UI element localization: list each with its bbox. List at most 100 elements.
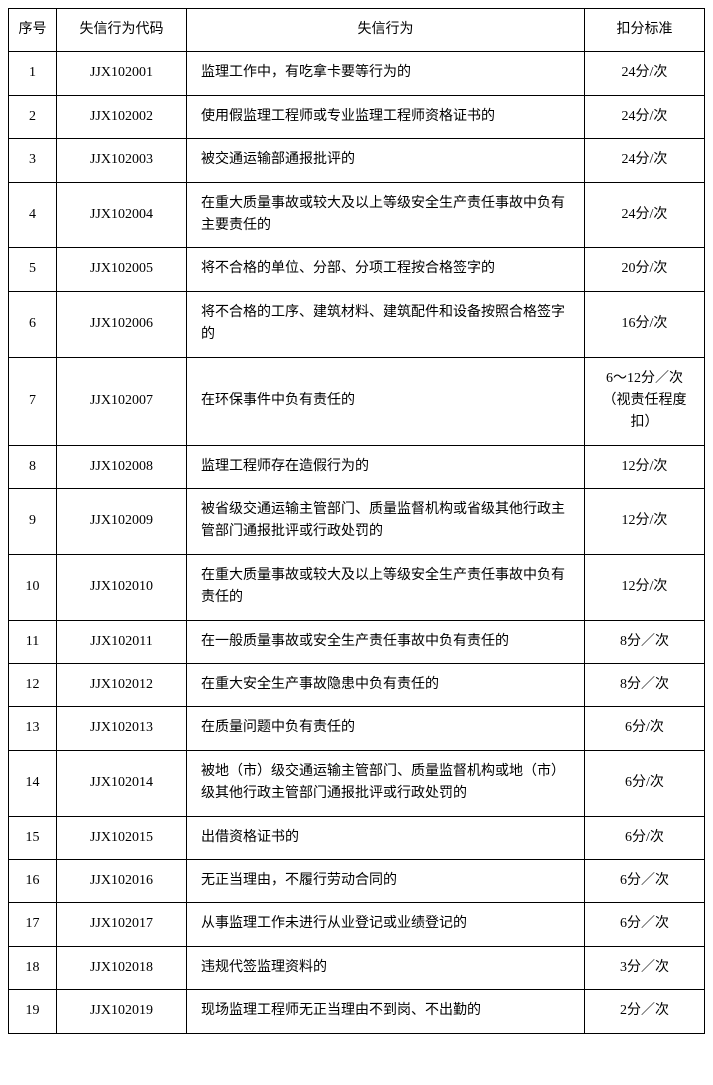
cell-seq: 6 <box>9 291 57 357</box>
cell-standard: 20分/次 <box>585 248 705 291</box>
table-row: 19JJX102019现场监理工程师无正当理由不到岗、不出勤的2分／次 <box>9 990 705 1033</box>
cell-code: JJX102001 <box>57 52 187 95</box>
table-row: 9JJX102009被省级交通运输主管部门、质量监督机构或省级其他行政主管部门通… <box>9 489 705 555</box>
cell-code: JJX102012 <box>57 664 187 707</box>
cell-code: JJX102019 <box>57 990 187 1033</box>
cell-standard: 6分/次 <box>585 707 705 750</box>
cell-standard: 24分/次 <box>585 182 705 248</box>
table-row: 5JJX102005将不合格的单位、分部、分项工程按合格签字的20分/次 <box>9 248 705 291</box>
table-header-row: 序号 失信行为代码 失信行为 扣分标准 <box>9 9 705 52</box>
cell-behavior: 监理工程师存在造假行为的 <box>187 445 585 488</box>
header-seq: 序号 <box>9 9 57 52</box>
table-row: 2JJX102002使用假监理工程师或专业监理工程师资格证书的24分/次 <box>9 95 705 138</box>
cell-behavior: 在重大质量事故或较大及以上等级安全生产责任事故中负有责任的 <box>187 554 585 620</box>
cell-seq: 5 <box>9 248 57 291</box>
cell-standard: 24分/次 <box>585 139 705 182</box>
cell-standard: 24分/次 <box>585 52 705 95</box>
cell-behavior: 在重大质量事故或较大及以上等级安全生产责任事故中负有主要责任的 <box>187 182 585 248</box>
cell-code: JJX102016 <box>57 859 187 902</box>
cell-seq: 10 <box>9 554 57 620</box>
cell-seq: 12 <box>9 664 57 707</box>
cell-seq: 11 <box>9 620 57 663</box>
table-row: 11JJX102011在一般质量事故或安全生产责任事故中负有责任的8分／次 <box>9 620 705 663</box>
cell-behavior: 无正当理由，不履行劳动合同的 <box>187 859 585 902</box>
table-row: 14JJX102014被地（市）级交通运输主管部门、质量监督机构或地（市）级其他… <box>9 750 705 816</box>
cell-behavior: 被省级交通运输主管部门、质量监督机构或省级其他行政主管部门通报批评或行政处罚的 <box>187 489 585 555</box>
cell-seq: 9 <box>9 489 57 555</box>
cell-standard: 8分／次 <box>585 620 705 663</box>
cell-seq: 15 <box>9 816 57 859</box>
table-row: 18JJX102018违规代签监理资料的3分／次 <box>9 946 705 989</box>
cell-behavior: 出借资格证书的 <box>187 816 585 859</box>
cell-seq: 17 <box>9 903 57 946</box>
cell-code: JJX102010 <box>57 554 187 620</box>
cell-seq: 1 <box>9 52 57 95</box>
cell-standard: 3分／次 <box>585 946 705 989</box>
cell-behavior: 被交通运输部通报批评的 <box>187 139 585 182</box>
table-row: 3JJX102003被交通运输部通报批评的24分/次 <box>9 139 705 182</box>
cell-code: JJX102002 <box>57 95 187 138</box>
cell-seq: 18 <box>9 946 57 989</box>
cell-standard: 6～12分／次（视责任程度扣） <box>585 357 705 445</box>
cell-behavior: 将不合格的单位、分部、分项工程按合格签字的 <box>187 248 585 291</box>
cell-standard: 24分/次 <box>585 95 705 138</box>
cell-seq: 7 <box>9 357 57 445</box>
table-row: 10JJX102010在重大质量事故或较大及以上等级安全生产责任事故中负有责任的… <box>9 554 705 620</box>
cell-code: JJX102017 <box>57 903 187 946</box>
cell-behavior: 现场监理工程师无正当理由不到岗、不出勤的 <box>187 990 585 1033</box>
table-body: 1JJX102001监理工作中，有吃拿卡要等行为的24分/次2JJX102002… <box>9 52 705 1033</box>
table-row: 1JJX102001监理工作中，有吃拿卡要等行为的24分/次 <box>9 52 705 95</box>
cell-seq: 16 <box>9 859 57 902</box>
cell-behavior: 在质量问题中负有责任的 <box>187 707 585 750</box>
cell-behavior: 违规代签监理资料的 <box>187 946 585 989</box>
table-row: 13JJX102013在质量问题中负有责任的6分/次 <box>9 707 705 750</box>
cell-standard: 16分/次 <box>585 291 705 357</box>
cell-standard: 12分/次 <box>585 489 705 555</box>
cell-behavior: 将不合格的工序、建筑材料、建筑配件和设备按照合格签字的 <box>187 291 585 357</box>
cell-behavior: 被地（市）级交通运输主管部门、质量监督机构或地（市）级其他行政主管部门通报批评或… <box>187 750 585 816</box>
cell-standard: 12分/次 <box>585 445 705 488</box>
table-row: 8JJX102008监理工程师存在造假行为的12分/次 <box>9 445 705 488</box>
dishonest-behavior-table: 序号 失信行为代码 失信行为 扣分标准 1JJX102001监理工作中，有吃拿卡… <box>8 8 705 1034</box>
cell-standard: 2分／次 <box>585 990 705 1033</box>
cell-code: JJX102018 <box>57 946 187 989</box>
cell-seq: 13 <box>9 707 57 750</box>
cell-standard: 6分/次 <box>585 750 705 816</box>
cell-code: JJX102005 <box>57 248 187 291</box>
cell-standard: 12分/次 <box>585 554 705 620</box>
cell-code: JJX102004 <box>57 182 187 248</box>
cell-behavior: 在环保事件中负有责任的 <box>187 357 585 445</box>
table-row: 16JJX102016无正当理由，不履行劳动合同的6分／次 <box>9 859 705 902</box>
table-row: 12JJX102012在重大安全生产事故隐患中负有责任的8分／次 <box>9 664 705 707</box>
cell-behavior: 使用假监理工程师或专业监理工程师资格证书的 <box>187 95 585 138</box>
cell-behavior: 监理工作中，有吃拿卡要等行为的 <box>187 52 585 95</box>
cell-code: JJX102003 <box>57 139 187 182</box>
table-row: 17JJX102017从事监理工作未进行从业登记或业绩登记的6分／次 <box>9 903 705 946</box>
table-row: 6JJX102006将不合格的工序、建筑材料、建筑配件和设备按照合格签字的16分… <box>9 291 705 357</box>
table-row: 4JJX102004在重大质量事故或较大及以上等级安全生产责任事故中负有主要责任… <box>9 182 705 248</box>
cell-standard: 6分／次 <box>585 903 705 946</box>
cell-code: JJX102007 <box>57 357 187 445</box>
cell-standard: 6分／次 <box>585 859 705 902</box>
cell-code: JJX102008 <box>57 445 187 488</box>
cell-code: JJX102009 <box>57 489 187 555</box>
cell-seq: 14 <box>9 750 57 816</box>
header-standard: 扣分标准 <box>585 9 705 52</box>
cell-code: JJX102015 <box>57 816 187 859</box>
cell-behavior: 在一般质量事故或安全生产责任事故中负有责任的 <box>187 620 585 663</box>
header-code: 失信行为代码 <box>57 9 187 52</box>
cell-code: JJX102011 <box>57 620 187 663</box>
cell-seq: 3 <box>9 139 57 182</box>
cell-behavior: 在重大安全生产事故隐患中负有责任的 <box>187 664 585 707</box>
cell-code: JJX102014 <box>57 750 187 816</box>
cell-seq: 2 <box>9 95 57 138</box>
cell-seq: 4 <box>9 182 57 248</box>
cell-standard: 6分/次 <box>585 816 705 859</box>
cell-code: JJX102013 <box>57 707 187 750</box>
header-behavior: 失信行为 <box>187 9 585 52</box>
cell-behavior: 从事监理工作未进行从业登记或业绩登记的 <box>187 903 585 946</box>
cell-seq: 8 <box>9 445 57 488</box>
cell-seq: 19 <box>9 990 57 1033</box>
cell-code: JJX102006 <box>57 291 187 357</box>
cell-standard: 8分／次 <box>585 664 705 707</box>
